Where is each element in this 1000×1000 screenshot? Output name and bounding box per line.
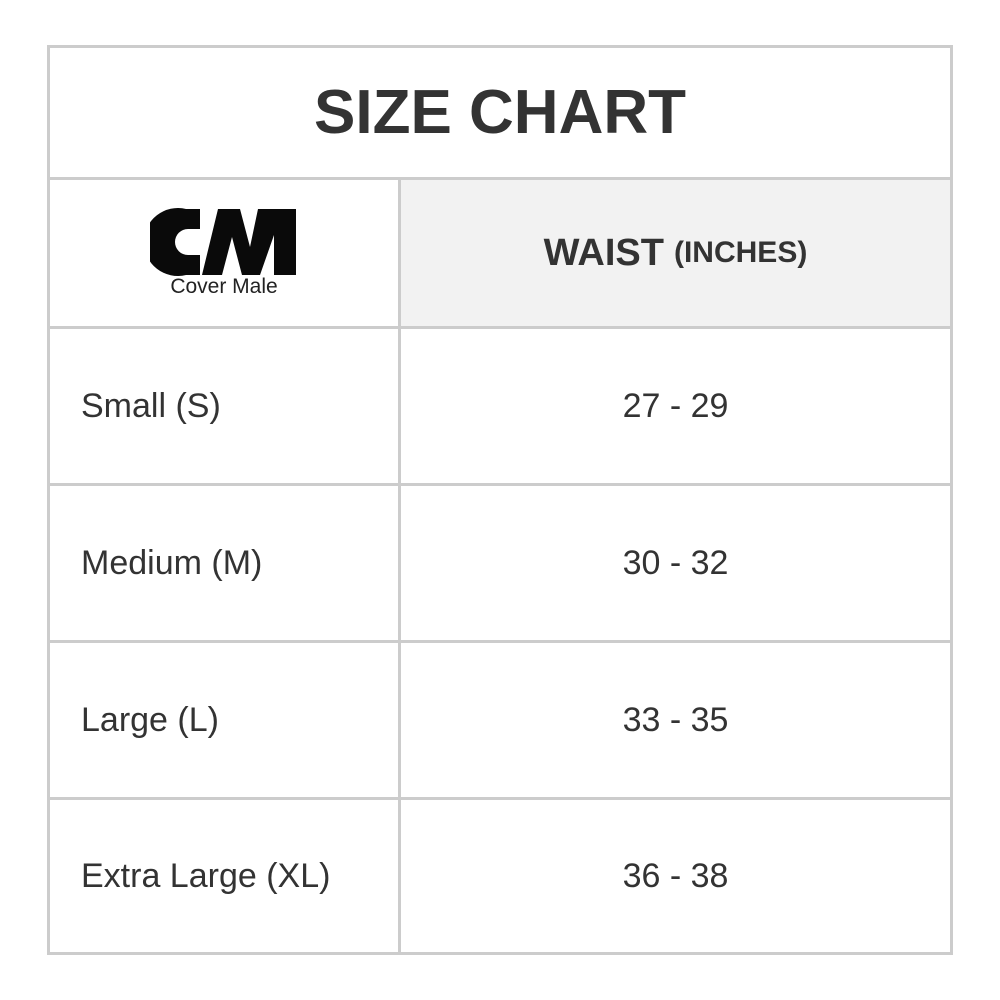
- header-row: Cover Male WAIST (INCHES): [50, 180, 950, 329]
- waist-value: 36 - 38: [622, 856, 729, 895]
- waist-value: 33 - 35: [622, 700, 729, 739]
- table-row: Extra Large (XL) 36 - 38: [50, 800, 950, 952]
- size-label: Large (L): [81, 700, 219, 739]
- size-label: Extra Large (XL): [81, 856, 331, 895]
- table-row: Small (S) 27 - 29: [50, 329, 950, 486]
- size-label: Medium (M): [81, 543, 263, 582]
- unit-label: (INCHES): [673, 236, 808, 269]
- cm-logo-icon: [150, 208, 296, 276]
- logo-cell: Cover Male: [50, 180, 401, 326]
- table-row: Medium (M) 30 - 32: [50, 486, 950, 643]
- size-label: Small (S): [81, 386, 221, 425]
- brand-logo: Cover Male: [150, 207, 298, 299]
- waist-value: 27 - 29: [622, 386, 729, 425]
- logo-subtitle: Cover Male: [170, 275, 278, 298]
- waist-value: 30 - 32: [622, 543, 729, 582]
- waist-label: WAIST: [543, 231, 664, 274]
- table-row: Large (L) 33 - 35: [50, 643, 950, 800]
- page-title: SIZE CHART: [50, 48, 950, 180]
- waist-header: WAIST (INCHES): [401, 180, 950, 326]
- size-chart-table: SIZE CHART Cover Male WAIST (INCHES) Sma…: [47, 45, 953, 955]
